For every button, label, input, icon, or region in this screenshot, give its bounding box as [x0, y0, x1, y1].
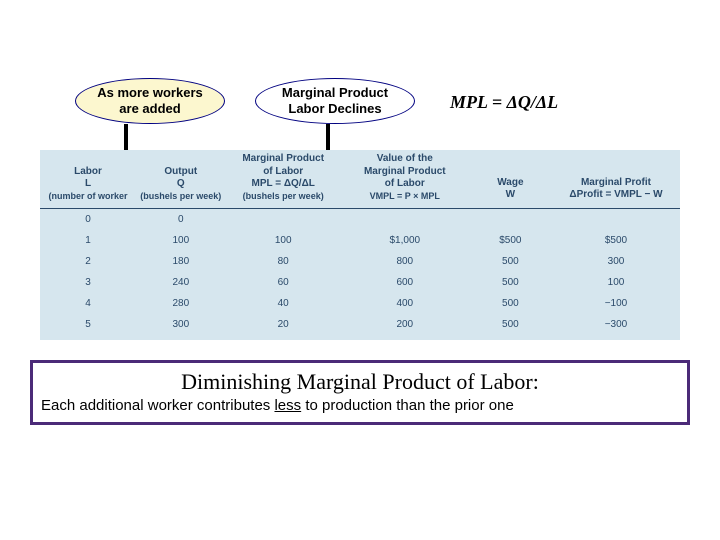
table-cell [469, 208, 552, 230]
table-cell [226, 208, 341, 230]
table-cell: 400 [341, 293, 469, 314]
table-cell: −300 [552, 314, 680, 335]
table-cell: 500 [469, 293, 552, 314]
table-header-row: LaborL(number of workerOutputQ(bushels p… [40, 150, 680, 208]
table-cell: 100 [552, 272, 680, 293]
table-cell: 3 [40, 272, 136, 293]
table-col-header: Value of theMarginal Productof LaborVMPL… [341, 150, 469, 208]
table-row: 218080800500300 [40, 251, 680, 272]
summary-sub-post: to production than the prior one [301, 397, 514, 414]
table-cell: 40 [226, 293, 341, 314]
table-cell: 500 [469, 251, 552, 272]
summary-sub-less: less [274, 397, 301, 414]
summary-title: Diminishing Marginal Product of Labor: [41, 369, 679, 395]
summary-sub-pre: Each additional worker contributes [41, 397, 274, 414]
table-cell: 4 [40, 293, 136, 314]
table-col-header: Marginal Productof LaborMPL = ΔQ/ΔL(bush… [226, 150, 341, 208]
table-cell: 5 [40, 314, 136, 335]
table-row: 324060600500100 [40, 272, 680, 293]
table-col-header: LaborL(number of worker [40, 150, 136, 208]
data-table: LaborL(number of workerOutputQ(bushels p… [40, 150, 680, 335]
table-row: 1100100$1,000$500$500 [40, 230, 680, 251]
table-cell [341, 208, 469, 230]
table-col-header: WageW [469, 150, 552, 208]
table-cell: $1,000 [341, 230, 469, 251]
table-cell: 100 [226, 230, 341, 251]
table-cell: 1 [40, 230, 136, 251]
table-cell: 300 [552, 251, 680, 272]
table-cell: 500 [469, 314, 552, 335]
table-cell: 300 [136, 314, 226, 335]
table-body: 001100100$1,000$500$50021808080050030032… [40, 208, 680, 335]
table-cell: 240 [136, 272, 226, 293]
table-cell: 80 [226, 251, 341, 272]
table-cell [552, 208, 680, 230]
data-table-panel: LaborL(number of workerOutputQ(bushels p… [40, 150, 680, 340]
table-cell: 20 [226, 314, 341, 335]
table-cell: 0 [40, 208, 136, 230]
table-col-header: Marginal ProfitΔProfit = VMPL − W [552, 150, 680, 208]
table-row: 00 [40, 208, 680, 230]
table-row: 530020200500−300 [40, 314, 680, 335]
summary-box: Diminishing Marginal Product of Labor: E… [30, 360, 690, 425]
table-cell: 100 [136, 230, 226, 251]
table-cell: $500 [552, 230, 680, 251]
table-cell: 60 [226, 272, 341, 293]
table-cell: 0 [136, 208, 226, 230]
table-cell: 500 [469, 272, 552, 293]
table-cell: $500 [469, 230, 552, 251]
table-cell: 2 [40, 251, 136, 272]
formula-mpl: MPL = ΔQ/ΔL [450, 92, 558, 113]
summary-subtitle: Each additional worker contributes less … [41, 397, 679, 414]
table-cell: 600 [341, 272, 469, 293]
table-cell: 180 [136, 251, 226, 272]
table-cell: 200 [341, 314, 469, 335]
table-row: 428040400500−100 [40, 293, 680, 314]
table-cell: −100 [552, 293, 680, 314]
callout-mpl-ellipse: Marginal ProductLabor Declines [255, 78, 415, 124]
table-col-header: OutputQ(bushels per week) [136, 150, 226, 208]
table-cell: 280 [136, 293, 226, 314]
callout-workers-ellipse: As more workersare added [75, 78, 225, 124]
table-cell: 800 [341, 251, 469, 272]
